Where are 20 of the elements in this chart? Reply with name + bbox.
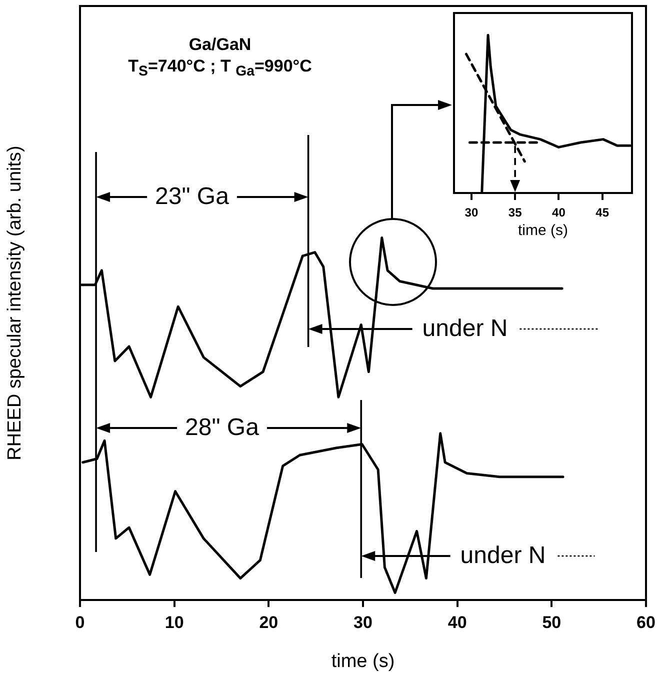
annotation: 28" Ga xyxy=(185,414,259,442)
x-tick-label: 30 xyxy=(464,206,478,220)
x-tick-label: 20 xyxy=(259,612,278,632)
text: 23" Ga xyxy=(155,183,229,211)
x-tick-label: 0 xyxy=(75,612,85,632)
x-tick-label: 60 xyxy=(636,612,656,632)
y-axis-title: RHEED specular intensity (arb. units) xyxy=(4,146,26,460)
chart-title: Ga/GaN xyxy=(188,35,252,55)
x-tick-label: 45 xyxy=(596,206,610,220)
x-tick-label: 30 xyxy=(354,612,372,632)
x-tick-label: 40 xyxy=(448,612,467,632)
x-axis-title: time (s) xyxy=(331,650,395,672)
chart-subtitle: T$_{S}$=740°C ; T $_{Ga}$=990°C xyxy=(128,56,312,80)
x-tick-label: 40 xyxy=(552,206,566,220)
x-tick-label: 10 xyxy=(164,612,184,632)
annotation: under N xyxy=(422,315,508,343)
x-tick-label: 35 xyxy=(508,206,522,220)
annotation: under N xyxy=(460,542,546,570)
x-axis-title: time (s) xyxy=(518,222,568,240)
x-tick-label: 50 xyxy=(542,612,562,632)
